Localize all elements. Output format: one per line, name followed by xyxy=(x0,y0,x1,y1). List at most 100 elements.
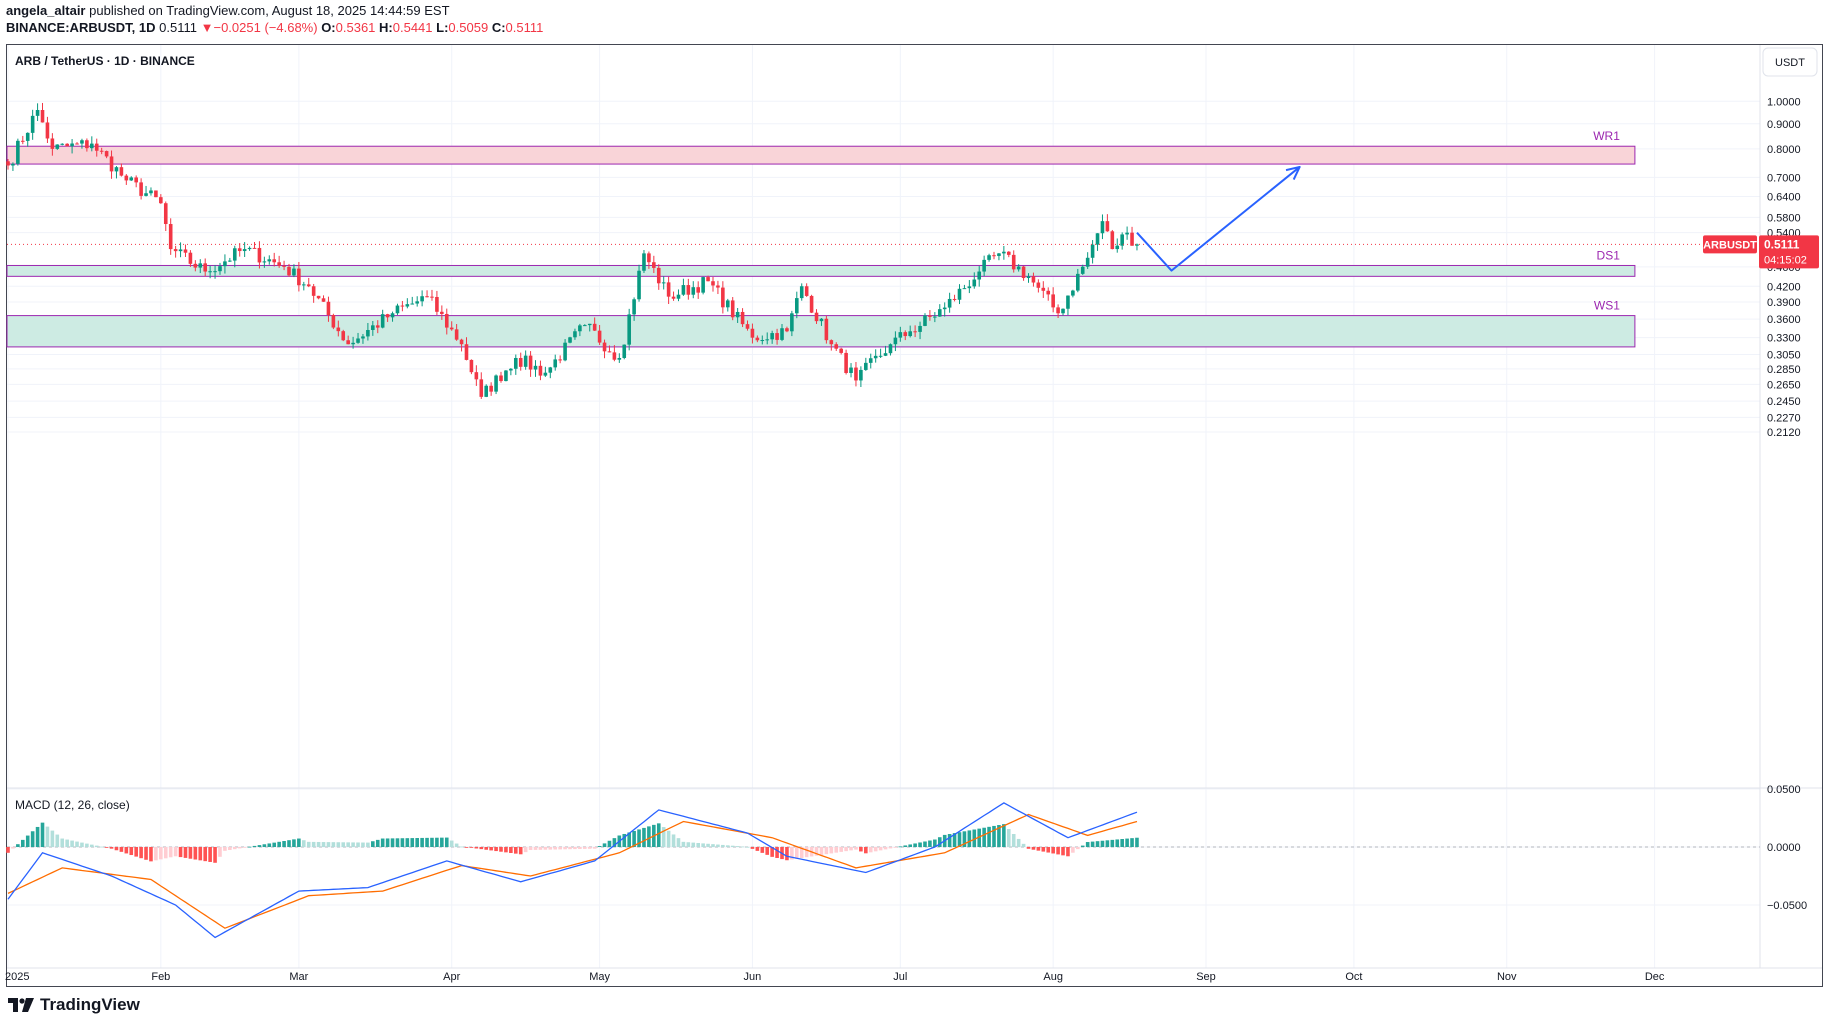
macd-histogram-bar xyxy=(306,841,311,847)
candle-body xyxy=(804,286,809,296)
candle-body xyxy=(918,325,922,332)
macd-histogram-bar xyxy=(11,847,15,849)
candle-body xyxy=(208,271,212,273)
candle-body xyxy=(371,325,375,330)
macd-histogram-bar xyxy=(583,847,587,849)
macd-histogram-bar xyxy=(1046,847,1051,853)
price-tick-label: 0.2650 xyxy=(1767,379,1801,391)
candle-body xyxy=(1051,294,1055,308)
candle-body xyxy=(543,372,548,376)
macd-histogram-bar xyxy=(449,840,454,847)
macd-histogram-bar xyxy=(977,828,982,847)
macd-histogram-bar xyxy=(918,842,922,847)
macd-histogram-bar xyxy=(366,842,370,847)
author-name[interactable]: angela_altair xyxy=(6,3,86,18)
candle-body xyxy=(94,143,99,151)
macd-histogram-bar xyxy=(612,838,617,847)
macd-tick-label: 0.0000 xyxy=(1767,842,1801,854)
macd-histogram-bar xyxy=(839,847,843,852)
macd-histogram-bar xyxy=(104,847,109,848)
macd-histogram-bar xyxy=(292,839,296,847)
publish-info: published on TradingView.com, August 18,… xyxy=(89,3,450,18)
candle-body xyxy=(913,331,917,333)
macd-histogram-bar xyxy=(321,842,326,847)
macd-histogram-bar xyxy=(346,842,350,847)
macd-histogram-bar xyxy=(1095,841,1100,847)
candle-body xyxy=(607,351,612,353)
close-value: 0.5111 xyxy=(505,20,544,35)
candle-body xyxy=(129,177,134,181)
low-label: L: xyxy=(436,20,449,35)
candle-body xyxy=(311,286,316,296)
tradingview-icon xyxy=(8,998,34,1012)
macd-histogram-bar xyxy=(183,847,188,858)
candle-body xyxy=(484,385,489,397)
macd-histogram-bar xyxy=(844,847,848,852)
macd-histogram-bar xyxy=(1056,847,1060,855)
macd-histogram-bar xyxy=(75,841,79,847)
macd-histogram-bar xyxy=(435,837,439,847)
macd-histogram-bar xyxy=(578,847,582,849)
macd-histogram-bar xyxy=(420,837,424,847)
macd-histogram-bar xyxy=(548,847,553,850)
candle-body xyxy=(20,140,25,142)
candle-body xyxy=(149,190,153,194)
macd-histogram-bar xyxy=(331,842,336,847)
macd-histogram-bar xyxy=(149,847,153,862)
candle-body xyxy=(366,329,370,337)
candle-body xyxy=(1085,257,1090,267)
candle-body xyxy=(706,277,710,282)
candle-body xyxy=(504,370,508,382)
candle-body xyxy=(859,369,863,381)
macd-histogram-bar xyxy=(440,837,444,847)
candle-body xyxy=(819,318,824,322)
candle-body xyxy=(716,285,720,288)
macd-histogram-bar xyxy=(1130,838,1134,847)
candle-body xyxy=(124,175,129,181)
macd-histogram-bar xyxy=(903,845,908,847)
candle-body xyxy=(154,190,158,198)
candle-body xyxy=(50,138,55,149)
candle-body xyxy=(1056,307,1060,314)
price-tick-label: 0.3050 xyxy=(1767,349,1801,361)
macd-histogram-bar xyxy=(80,842,84,847)
macd-label: MACD (12, 26, close) xyxy=(15,798,130,812)
candle-body xyxy=(735,311,740,318)
currency-button[interactable] xyxy=(1762,47,1818,77)
candle-body xyxy=(454,329,459,340)
macd-histogram-bar xyxy=(237,847,242,849)
candle-body xyxy=(1115,245,1120,250)
macd-histogram-bar xyxy=(459,846,464,848)
candle-body xyxy=(435,296,439,312)
macd-histogram-bar xyxy=(375,839,380,847)
candle-body xyxy=(16,140,20,164)
macd-histogram-bar xyxy=(686,842,691,847)
tradingview-logo[interactable]: TradingView xyxy=(8,995,140,1015)
brand-name: TradingView xyxy=(40,995,140,1014)
candle-body xyxy=(380,314,385,328)
zone-label-ws1: WS1 xyxy=(1594,299,1620,313)
macd-histogram-bar xyxy=(824,847,829,855)
candle-body xyxy=(173,249,178,252)
price-tag-symbol: ARBUSDT xyxy=(1703,239,1757,251)
candle-body xyxy=(775,333,779,340)
macd-histogram-bar xyxy=(1085,842,1090,847)
candle-body xyxy=(316,295,321,299)
candle-body xyxy=(1071,290,1075,296)
candle-body xyxy=(923,315,927,326)
overlay xyxy=(7,165,1703,272)
macd-histogram-bar xyxy=(730,845,735,847)
price-tick-label: 0.3600 xyxy=(1767,314,1801,326)
candle-body xyxy=(262,261,267,263)
macd-histogram-bar xyxy=(632,830,636,847)
candle-body xyxy=(203,263,207,272)
candle-body xyxy=(937,309,942,317)
candle-body xyxy=(622,344,627,358)
macd-histogram-bar xyxy=(711,844,715,847)
candle-body xyxy=(513,357,518,369)
macd-histogram-bar xyxy=(129,847,134,856)
price-tag-value: 0.5111 xyxy=(1764,237,1800,251)
macd-histogram-bar xyxy=(681,841,686,847)
zone-label-wr1: WR1 xyxy=(1593,129,1620,143)
